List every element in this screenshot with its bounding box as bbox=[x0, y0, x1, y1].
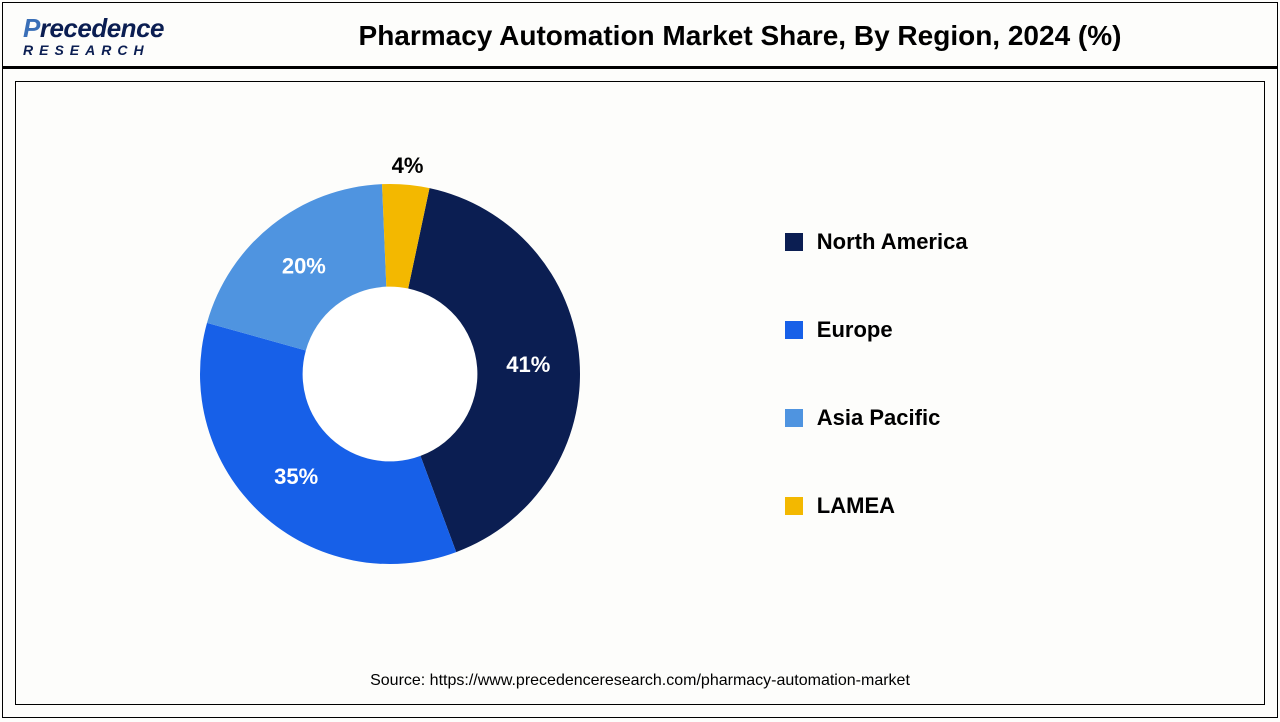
legend-item: Europe bbox=[785, 317, 1264, 343]
brand-rest: recedence bbox=[40, 13, 164, 43]
donut-wrap: 41% 35% 20% 4% bbox=[16, 82, 765, 666]
source-citation: Source: https://www.precedenceresearch.c… bbox=[16, 666, 1264, 704]
legend: North America Europe Asia Pacific LAMEA bbox=[765, 229, 1264, 519]
brand-subline: RESEARCH bbox=[23, 42, 223, 58]
legend-swatch bbox=[785, 233, 803, 251]
slice-percent-label: 20% bbox=[282, 253, 326, 278]
brand-logo: Precedence RESEARCH bbox=[23, 13, 223, 58]
legend-label: Asia Pacific bbox=[817, 405, 941, 431]
slice-percent-label: 41% bbox=[507, 352, 551, 377]
donut-chart: 41% 35% 20% 4% bbox=[150, 134, 630, 614]
legend-item: Asia Pacific bbox=[785, 405, 1264, 431]
chart-title: Pharmacy Automation Market Share, By Reg… bbox=[223, 20, 1257, 52]
legend-label: North America bbox=[817, 229, 968, 255]
chart-body: 41% 35% 20% 4% North America Europe Asia Paci… bbox=[16, 82, 1264, 666]
legend-item: North America bbox=[785, 229, 1264, 255]
slice-percent-label: 4% bbox=[392, 153, 424, 178]
legend-swatch bbox=[785, 321, 803, 339]
slice-percent-label: 35% bbox=[274, 464, 318, 489]
donut-hole bbox=[303, 287, 477, 461]
legend-swatch bbox=[785, 409, 803, 427]
chart-container: Precedence RESEARCH Pharmacy Automation … bbox=[2, 2, 1278, 718]
header: Precedence RESEARCH Pharmacy Automation … bbox=[3, 3, 1277, 69]
legend-label: LAMEA bbox=[817, 493, 895, 519]
legend-swatch bbox=[785, 497, 803, 515]
legend-item: LAMEA bbox=[785, 493, 1264, 519]
brand-accent-letter: P bbox=[23, 13, 40, 43]
legend-label: Europe bbox=[817, 317, 893, 343]
chart-area: 41% 35% 20% 4% North America Europe Asia Paci… bbox=[15, 81, 1265, 705]
brand-name: Precedence bbox=[23, 13, 223, 44]
